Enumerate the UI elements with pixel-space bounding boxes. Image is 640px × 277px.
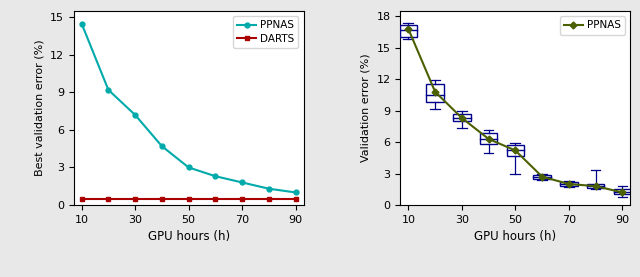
Bar xyxy=(426,84,444,102)
X-axis label: GPU hours (h): GPU hours (h) xyxy=(148,230,230,243)
Bar xyxy=(560,182,577,186)
Y-axis label: Validation error (%): Validation error (%) xyxy=(361,54,371,162)
Bar xyxy=(480,133,497,144)
X-axis label: GPU hours (h): GPU hours (h) xyxy=(474,230,556,243)
PPNAS xyxy=(565,182,573,186)
PPNAS xyxy=(238,181,246,184)
Bar xyxy=(453,114,470,121)
PPNAS xyxy=(511,149,519,152)
DARTS xyxy=(292,197,300,200)
DARTS xyxy=(238,197,246,200)
PPNAS xyxy=(131,113,139,117)
Bar xyxy=(614,189,631,194)
DARTS xyxy=(265,197,273,200)
Y-axis label: Best validation error (%): Best validation error (%) xyxy=(34,40,44,176)
PPNAS xyxy=(484,137,492,141)
Bar xyxy=(399,25,417,37)
DARTS xyxy=(131,197,139,200)
PPNAS xyxy=(78,22,86,25)
DARTS xyxy=(185,197,193,200)
PPNAS xyxy=(212,175,220,178)
PPNAS xyxy=(404,27,412,30)
PPNAS xyxy=(265,187,273,190)
Legend: PPNAS: PPNAS xyxy=(560,16,625,35)
PPNAS xyxy=(292,191,300,194)
Line: DARTS: DARTS xyxy=(79,196,298,201)
Legend: PPNAS, DARTS: PPNAS, DARTS xyxy=(233,16,298,48)
PPNAS xyxy=(185,166,193,169)
DARTS xyxy=(104,197,112,200)
PPNAS xyxy=(458,116,466,120)
PPNAS xyxy=(158,145,166,148)
PPNAS xyxy=(538,175,546,178)
DARTS xyxy=(158,197,166,200)
Line: PPNAS: PPNAS xyxy=(79,21,298,195)
Line: PPNAS: PPNAS xyxy=(406,27,625,195)
PPNAS xyxy=(431,90,439,93)
Bar xyxy=(533,175,551,179)
PPNAS xyxy=(618,191,626,194)
Bar xyxy=(587,184,604,188)
Bar xyxy=(507,145,524,156)
PPNAS xyxy=(592,184,600,188)
PPNAS xyxy=(104,88,112,92)
DARTS xyxy=(212,197,220,200)
DARTS xyxy=(78,197,86,200)
